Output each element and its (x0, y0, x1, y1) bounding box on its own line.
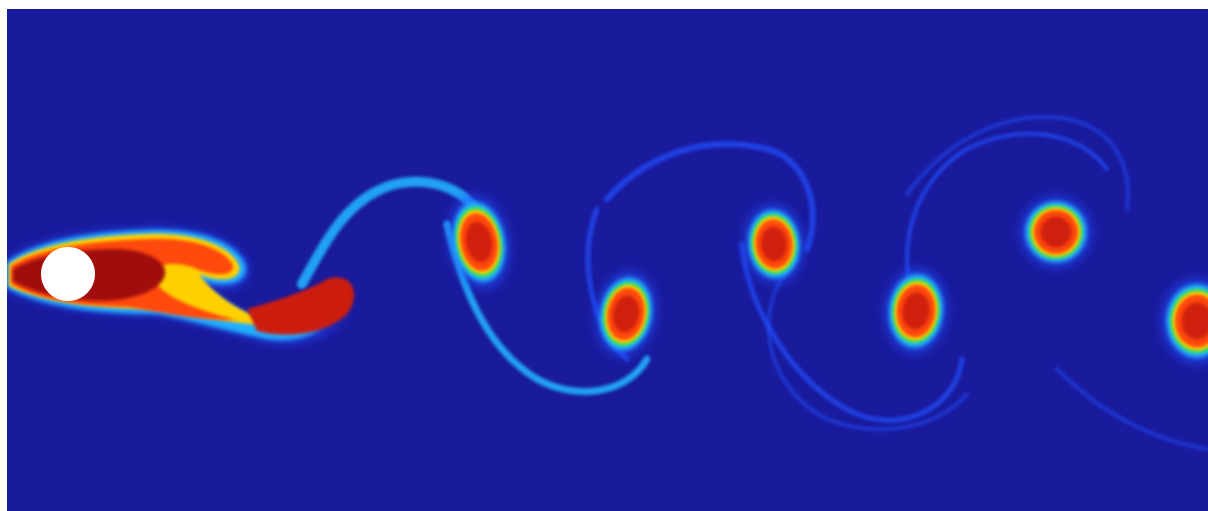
strand-5 (739, 241, 965, 423)
vortex-ring (612, 295, 640, 333)
vortex-core-2 (595, 270, 657, 358)
vortex-core-3 (743, 203, 805, 285)
strand-3 (604, 141, 816, 252)
vortex-core-6 (1160, 277, 1208, 365)
vortex-ring (760, 226, 788, 262)
strand-1 (297, 176, 482, 289)
wake-lower-lobe (247, 277, 355, 335)
vortex-ring (1181, 302, 1208, 340)
strand-6 (905, 131, 1109, 296)
vortex-ring (1040, 216, 1072, 248)
vortex-ring (465, 221, 493, 263)
vortex-core-5 (1019, 195, 1093, 269)
vortex-street-field (7, 9, 1208, 511)
circle-obstacle-icon (41, 247, 95, 301)
vortex-core-1 (447, 194, 511, 290)
vortex-cores (447, 194, 1208, 365)
faint-filaments (766, 115, 1208, 451)
vortex-ring (902, 292, 930, 330)
vortex-core-4 (883, 267, 949, 355)
filament-outer-4 (905, 115, 1130, 211)
filament-outer-5 (1055, 367, 1208, 451)
filament-outer-3 (766, 257, 969, 432)
